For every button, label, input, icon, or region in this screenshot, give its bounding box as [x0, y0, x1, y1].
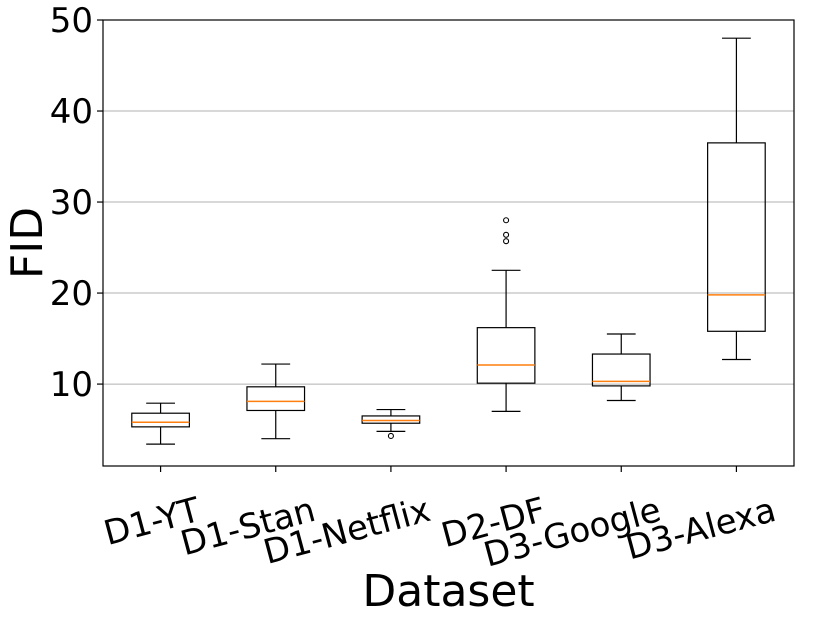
y-tick-label: 40: [50, 92, 93, 132]
box: [476, 327, 536, 384]
y-tick-label: 10: [50, 365, 93, 405]
y-tick-label: 50: [50, 1, 93, 41]
plot-area-frame: [102, 19, 795, 467]
outlier-point: [503, 238, 510, 245]
y-tick-label: 30: [50, 183, 93, 223]
box: [707, 142, 766, 332]
outlier-point: [503, 231, 510, 238]
grid-lines: [103, 19, 794, 385]
outlier-point: [387, 432, 394, 440]
y-tick-label: 20: [50, 274, 93, 314]
box: [246, 386, 306, 412]
outlier-point: [503, 217, 510, 224]
box: [361, 415, 421, 424]
box: [591, 353, 651, 387]
x-axis-title: Dataset: [362, 566, 534, 617]
box: [131, 412, 190, 428]
y-axis-title: FID: [2, 207, 53, 279]
box-series: [131, 37, 766, 445]
